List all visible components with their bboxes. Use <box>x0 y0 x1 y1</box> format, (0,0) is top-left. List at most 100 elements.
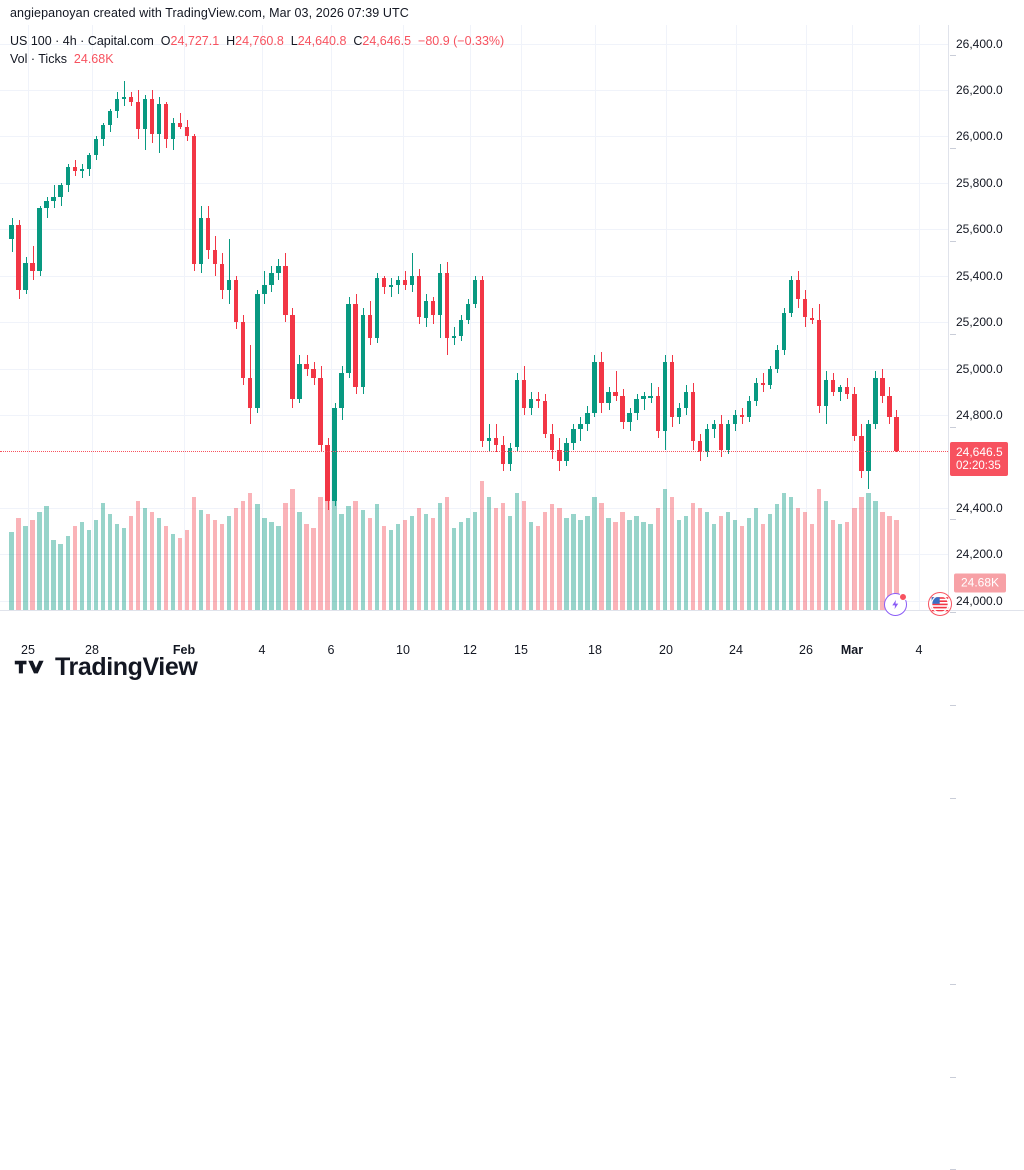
candlestick[interactable] <box>374 278 379 339</box>
candlestick[interactable] <box>767 368 773 385</box>
volume-bar[interactable] <box>444 496 450 610</box>
candlestick[interactable] <box>866 424 871 471</box>
volume-bar[interactable] <box>297 512 302 610</box>
volume-bar[interactable] <box>163 525 169 610</box>
legend-symbol[interactable]: US 100 · 4h · Capital.com <box>10 34 154 48</box>
candlestick[interactable] <box>107 110 112 125</box>
candlestick[interactable] <box>149 99 155 135</box>
volume-bar[interactable] <box>283 502 288 610</box>
candlestick[interactable] <box>437 273 443 316</box>
volume-bar[interactable] <box>571 514 576 610</box>
candlestick[interactable] <box>627 412 632 422</box>
candlestick[interactable] <box>803 298 808 318</box>
candlestick[interactable] <box>648 396 653 398</box>
volume-bar[interactable] <box>409 516 415 610</box>
volume-bar[interactable] <box>739 525 745 610</box>
volume-bar[interactable] <box>866 492 871 610</box>
volume-bar[interactable] <box>360 510 365 610</box>
candlestick[interactable] <box>142 99 148 130</box>
candlestick[interactable] <box>156 103 162 135</box>
volume-bar[interactable] <box>845 522 850 610</box>
candlestick[interactable] <box>269 273 274 285</box>
volume-bar[interactable] <box>585 516 590 610</box>
volume-bar[interactable] <box>311 527 316 610</box>
candlestick[interactable] <box>381 278 386 288</box>
candlestick[interactable] <box>227 280 232 290</box>
current-price-badge[interactable]: 24,646.5 02:20:35 <box>950 441 1008 476</box>
candlestick[interactable] <box>493 438 499 446</box>
volume-bar[interactable] <box>170 533 176 610</box>
volume-bar[interactable] <box>269 522 274 610</box>
candlestick[interactable] <box>367 315 372 339</box>
candlestick[interactable] <box>255 294 260 409</box>
candlestick[interactable] <box>781 312 787 350</box>
volume-bar[interactable] <box>578 520 583 610</box>
volume-bar[interactable] <box>318 496 323 610</box>
candlestick[interactable] <box>683 391 688 409</box>
candlestick[interactable] <box>332 408 337 501</box>
volume-bar[interactable] <box>894 520 899 610</box>
volume-bar[interactable] <box>515 492 520 610</box>
candlestick[interactable] <box>93 138 98 155</box>
volume-bar[interactable] <box>16 518 21 610</box>
candlestick[interactable] <box>606 391 611 404</box>
volume-bar[interactable] <box>774 504 780 610</box>
candlestick[interactable] <box>100 124 105 139</box>
candlestick[interactable] <box>578 424 583 429</box>
candlestick[interactable] <box>360 315 365 388</box>
volume-bar[interactable] <box>114 524 120 610</box>
volume-bar[interactable] <box>241 500 246 610</box>
volume-bar[interactable] <box>65 535 70 610</box>
volume-bar[interactable] <box>662 488 667 610</box>
candlestick[interactable] <box>564 442 569 462</box>
chart-plot-area[interactable] <box>0 25 949 611</box>
candlestick[interactable] <box>30 262 35 272</box>
volume-bar[interactable] <box>669 496 674 610</box>
volume-bar[interactable] <box>613 522 618 610</box>
candlestick[interactable] <box>86 155 91 169</box>
candlestick[interactable] <box>725 424 731 450</box>
candlestick[interactable] <box>732 415 738 425</box>
candlestick[interactable] <box>79 168 84 172</box>
candlestick[interactable] <box>760 382 766 385</box>
volume-bar[interactable] <box>746 518 752 610</box>
candlestick[interactable] <box>248 377 253 409</box>
volume-value-badge[interactable]: 24.68K <box>954 573 1007 593</box>
candlestick[interactable] <box>585 412 590 425</box>
candlestick[interactable] <box>774 350 780 369</box>
volume-bar[interactable] <box>550 504 555 610</box>
volume-bar[interactable] <box>290 488 295 610</box>
volume-bar[interactable] <box>648 524 653 610</box>
volume-bar[interactable] <box>262 518 267 610</box>
volume-bar[interactable] <box>486 496 492 610</box>
candlestick[interactable] <box>676 408 681 418</box>
volume-bar[interactable] <box>451 527 457 610</box>
candlestick[interactable] <box>795 280 801 299</box>
candlestick[interactable] <box>655 396 660 432</box>
volume-bar[interactable] <box>339 514 344 610</box>
volume-bar[interactable] <box>395 524 400 610</box>
volume-bar[interactable] <box>880 512 885 610</box>
candlestick[interactable] <box>634 398 639 413</box>
volume-bar[interactable] <box>859 496 864 610</box>
candlestick[interactable] <box>163 103 169 139</box>
volume-bar[interactable] <box>852 508 857 610</box>
candlestick[interactable] <box>852 394 857 436</box>
volume-bar[interactable] <box>304 524 309 610</box>
volume-bar[interactable] <box>191 496 197 610</box>
volume-bar[interactable] <box>276 525 281 610</box>
candlestick[interactable] <box>44 201 49 209</box>
volume-bar[interactable] <box>227 516 232 610</box>
volume-bar[interactable] <box>536 525 541 610</box>
candlestick[interactable] <box>213 250 218 265</box>
candlestick[interactable] <box>746 401 752 418</box>
us-flag-icon[interactable] <box>928 592 952 616</box>
volume-bar[interactable] <box>817 488 822 610</box>
candlestick[interactable] <box>297 363 302 399</box>
volume-bar[interactable] <box>86 529 91 610</box>
volume-bar[interactable] <box>810 524 815 610</box>
candlestick[interactable] <box>198 217 204 265</box>
volume-bar[interactable] <box>838 524 843 610</box>
volume-bar[interactable] <box>824 500 829 610</box>
volume-bar[interactable] <box>44 506 49 610</box>
